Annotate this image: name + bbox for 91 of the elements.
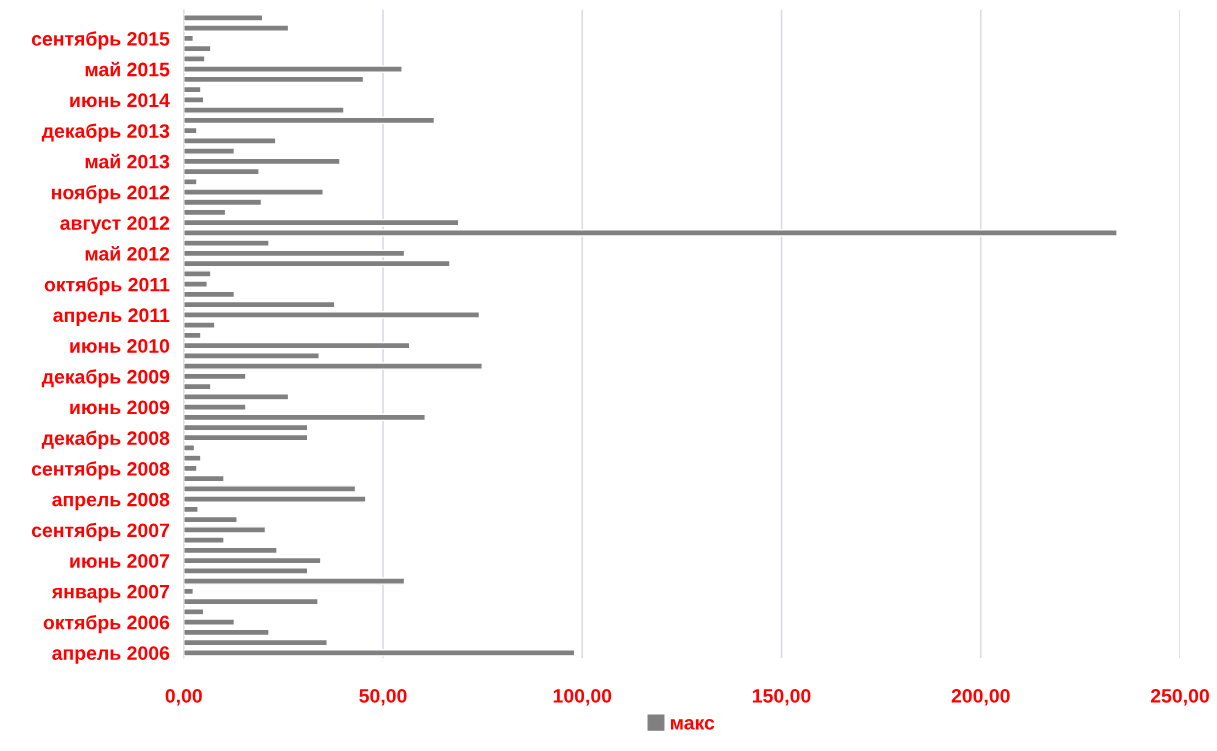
bar (183, 157, 341, 166)
legend-label: макс (670, 719, 715, 730)
bar (183, 198, 263, 207)
bar (183, 526, 267, 534)
bar (183, 464, 198, 473)
bar (183, 546, 278, 555)
bar (183, 567, 309, 575)
bar (183, 249, 406, 258)
y-tick-label: август 2012 (60, 216, 170, 234)
x-tick-label: 150,00 (753, 688, 811, 706)
bar (183, 44, 212, 53)
bar (183, 96, 205, 104)
y-tick-label: июнь 2007 (70, 554, 170, 568)
bar (183, 495, 367, 503)
bar (183, 188, 324, 196)
bar (183, 485, 357, 493)
bar (183, 608, 205, 616)
y-tick-label: декабрь 2013 (41, 123, 170, 142)
y-tick-label: апрель 2008 (52, 492, 170, 511)
bar (183, 218, 460, 227)
x-tick-label: 50,00 (359, 688, 407, 706)
bar (183, 638, 328, 647)
y-tick-label: октябрь 2011 (44, 277, 170, 296)
x-tick-label: 0,00 (165, 688, 202, 706)
bar (183, 403, 247, 411)
bar (183, 648, 576, 657)
y-tick-label: декабрь 2009 (41, 369, 170, 388)
x-tick-label: 250,00 (1150, 688, 1209, 706)
bar (183, 270, 212, 278)
bar (183, 393, 290, 401)
y-tick-label: июнь 2010 (70, 339, 170, 353)
y-tick-label: май 2013 (85, 153, 170, 169)
x-tick-label: 100,00 (553, 688, 612, 706)
bar (183, 147, 236, 155)
y-tick-label: сентябрь 2015 (31, 31, 170, 50)
y-tick-label: сентябрь 2008 (31, 461, 170, 480)
bar (183, 444, 196, 452)
bar (183, 280, 208, 288)
y-tick-label: январь 2007 (51, 584, 170, 603)
bar (183, 290, 236, 299)
bar (183, 628, 270, 637)
bar (183, 321, 216, 329)
bar (183, 137, 277, 145)
bar (183, 505, 199, 514)
bar (183, 515, 238, 524)
bar (183, 259, 451, 268)
bar (183, 556, 322, 565)
bar (183, 352, 320, 360)
bar (183, 372, 247, 381)
bar (183, 34, 195, 43)
bar (183, 618, 236, 626)
bar (183, 65, 403, 73)
y-tick-label: июнь 2014 (70, 93, 170, 108)
bar (183, 75, 365, 84)
bar (183, 587, 195, 596)
bar (183, 85, 202, 94)
bar (183, 24, 290, 32)
bar (183, 116, 436, 125)
y-tick-label: апрель 2011 (53, 308, 170, 326)
bar (183, 474, 225, 483)
y-tick-label: октябрь 2006 (43, 614, 170, 634)
bar (183, 14, 264, 22)
bar (183, 536, 225, 544)
y-tick-label: апрель 2006 (52, 646, 170, 664)
y-tick-label: сентябрь 2007 (31, 522, 170, 542)
x-tick-label: 200,00 (951, 688, 1010, 706)
bar (183, 577, 406, 585)
bar (183, 423, 309, 432)
bar (183, 311, 481, 319)
bar (183, 362, 483, 370)
y-tick-label: ноябрь 2012 (52, 184, 170, 204)
y-tick-label: декабрь 2008 (41, 430, 170, 449)
bar (183, 597, 319, 606)
bar (183, 382, 212, 391)
bar (183, 208, 227, 217)
bar (183, 106, 345, 114)
y-tick-label: май 2015 (85, 61, 170, 77)
bar (183, 126, 198, 135)
bar (183, 331, 202, 340)
bar (183, 229, 1118, 237)
bar (183, 239, 270, 247)
y-tick-label: июнь 2009 (70, 400, 170, 415)
bar (183, 178, 198, 186)
y-tick-label: май 2012 (85, 246, 170, 261)
bar (183, 300, 336, 309)
bar (183, 167, 260, 176)
bar (183, 55, 206, 63)
bar (183, 413, 426, 422)
bar (183, 454, 202, 462)
bar (183, 341, 411, 350)
bar (183, 433, 309, 442)
